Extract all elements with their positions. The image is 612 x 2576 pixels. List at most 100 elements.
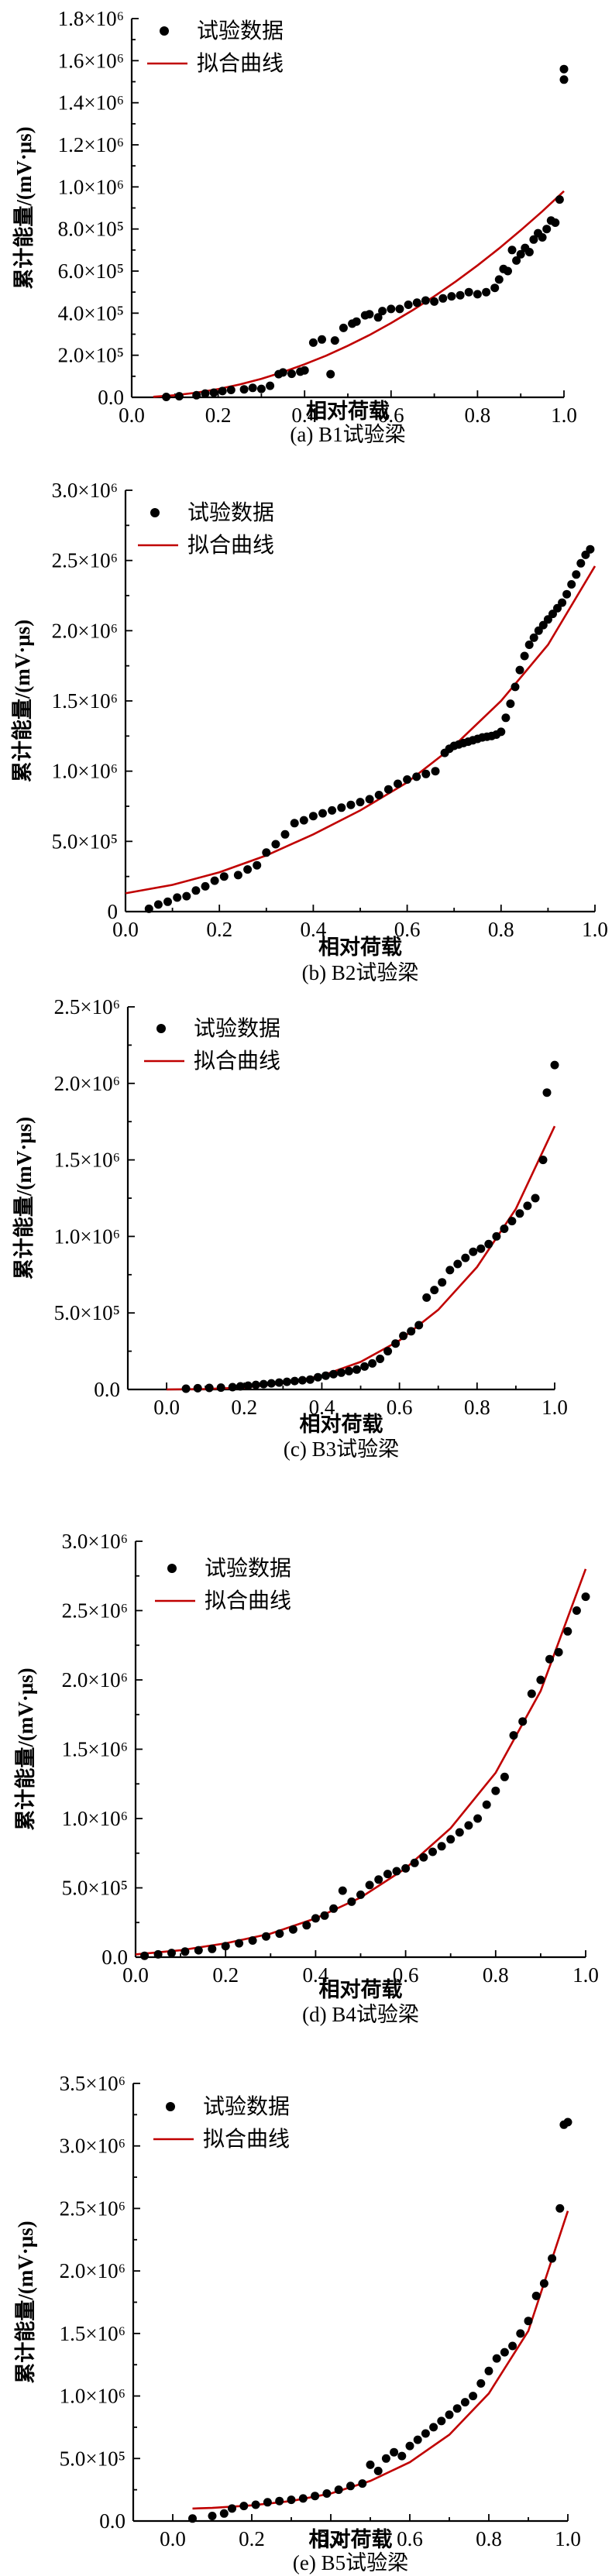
chart-panel-1: 0.0 0.2 0.4 0.6 0.8 1.0 0.0 2.0×10⁵ 4.0×10⁵ 6.0×1…: [12, 7, 577, 446]
panel-caption: (d) B4试验梁: [302, 2003, 419, 2026]
y-tick-label: 1.0×10⁶: [58, 175, 124, 198]
data-point: [414, 1321, 424, 1330]
data-point: [491, 1786, 500, 1795]
data-point: [536, 1675, 545, 1685]
data-point: [438, 294, 448, 303]
y-tick-label: 0.0: [101, 1946, 128, 1969]
x-axis-title: 相对荷载: [309, 2528, 393, 2551]
y-tick-label: 1.5×10⁶: [60, 2322, 125, 2345]
data-point: [516, 2329, 525, 2338]
data-point: [538, 620, 548, 630]
data-point: [275, 1929, 284, 1939]
data-point: [482, 287, 491, 297]
data-point: [538, 233, 547, 242]
data-point: [437, 2416, 446, 2426]
y-axis-title: 累计能量/(mV·μs): [13, 1668, 37, 1830]
data-point: [476, 2379, 486, 2388]
y-tick-label: 3.0×10⁶: [62, 1530, 128, 1553]
data-point: [352, 317, 361, 326]
data-point: [278, 368, 287, 377]
data-point: [507, 1217, 517, 1226]
data-point: [374, 791, 383, 799]
data-point: [445, 2410, 454, 2420]
data-point: [288, 1925, 297, 1934]
data-point: [328, 805, 337, 815]
data-point: [188, 2514, 197, 2523]
data-point: [538, 1156, 548, 1165]
y-tick-label: 1.0×10⁶: [52, 760, 118, 783]
data-point: [259, 1379, 268, 1389]
y-axis-title: 累计能量/(mV·μs): [13, 2221, 37, 2383]
data-point: [383, 1347, 393, 1356]
data-point: [329, 1369, 338, 1379]
chart-panel-2: 0.0 0.2 0.4 0.6 0.8 1.0 0 5.0×10⁵ 1.0×10⁶ 1.5×10⁶…: [10, 479, 608, 984]
data-point: [419, 1853, 428, 1862]
data-point: [437, 1842, 446, 1851]
data-point: [539, 2279, 548, 2288]
data-point: [318, 335, 326, 344]
y-tick-label: 1.8×10⁶: [58, 7, 124, 30]
data-point: [422, 1293, 431, 1302]
y-tick-label: 3.5×10⁶: [60, 2072, 125, 2095]
data-point: [153, 1949, 163, 1959]
y-tick-label: 5.0×10⁵: [60, 2447, 125, 2470]
y-tick-label: 1.4×10⁶: [58, 91, 124, 115]
data-point: [173, 893, 182, 902]
data-point: [192, 390, 201, 400]
data-point: [383, 785, 393, 794]
legend-marker-points: [150, 508, 160, 517]
data-point: [555, 195, 564, 204]
data-point: [174, 392, 184, 401]
data-point: [399, 1331, 408, 1341]
data-point: [391, 1339, 401, 1348]
data-point: [300, 366, 309, 375]
y-axis-title: 累计能量/(mV·μs): [10, 620, 34, 782]
data-point: [397, 2451, 407, 2461]
data-point: [446, 1835, 456, 1844]
data-point: [233, 871, 242, 880]
data-point: [302, 1921, 311, 1930]
data-point: [334, 2485, 343, 2495]
y-tick-label: 2.5×10⁶: [62, 1599, 128, 1623]
data-point: [251, 2500, 260, 2509]
data-point: [239, 2502, 249, 2511]
data-point: [210, 876, 219, 885]
x-tick-label: 0.4: [291, 404, 318, 427]
y-axis-title: 累计能量/(mV·μs): [12, 126, 36, 289]
data-point: [374, 1875, 383, 1884]
x-tick-label: 0.4: [303, 1963, 329, 1987]
data-point: [347, 1897, 356, 1906]
data-point: [191, 886, 201, 895]
data-point: [251, 1380, 260, 1389]
data-point: [497, 727, 506, 737]
legend-marker-points: [166, 2102, 175, 2111]
data-point: [581, 550, 590, 559]
data-point: [500, 1224, 509, 1233]
data-point: [313, 1372, 322, 1382]
data-point: [193, 1383, 202, 1393]
x-tick-label: 0.6: [387, 1396, 413, 1419]
x-tick-label: 0.0: [153, 1396, 180, 1419]
legend-label-fit: 拟合曲线: [205, 1589, 291, 1613]
data-point: [511, 682, 520, 692]
x-tick-label: 0.8: [483, 1963, 509, 1987]
y-tick-label: 0.0: [99, 2509, 125, 2533]
data-point: [430, 297, 439, 306]
data-point: [404, 301, 413, 309]
data-point: [208, 2512, 217, 2520]
data-point: [256, 384, 266, 393]
data-point: [329, 1904, 339, 1913]
y-tick-label: 1.2×10⁶: [58, 133, 124, 156]
data-point: [287, 2495, 296, 2505]
data-point: [337, 1368, 346, 1377]
data-point: [500, 1772, 509, 1781]
x-tick-label: 1.0: [551, 404, 577, 427]
x-tick-label: 0.8: [488, 918, 514, 941]
data-point: [219, 872, 229, 881]
data-point: [445, 1266, 455, 1275]
x-tick-label: 0.6: [394, 918, 421, 941]
x-tick-label: 1.0: [542, 1396, 568, 1419]
data-point: [318, 809, 327, 818]
data-point: [563, 2117, 572, 2127]
y-tick-label: 1.5×10⁶: [62, 1738, 128, 1761]
